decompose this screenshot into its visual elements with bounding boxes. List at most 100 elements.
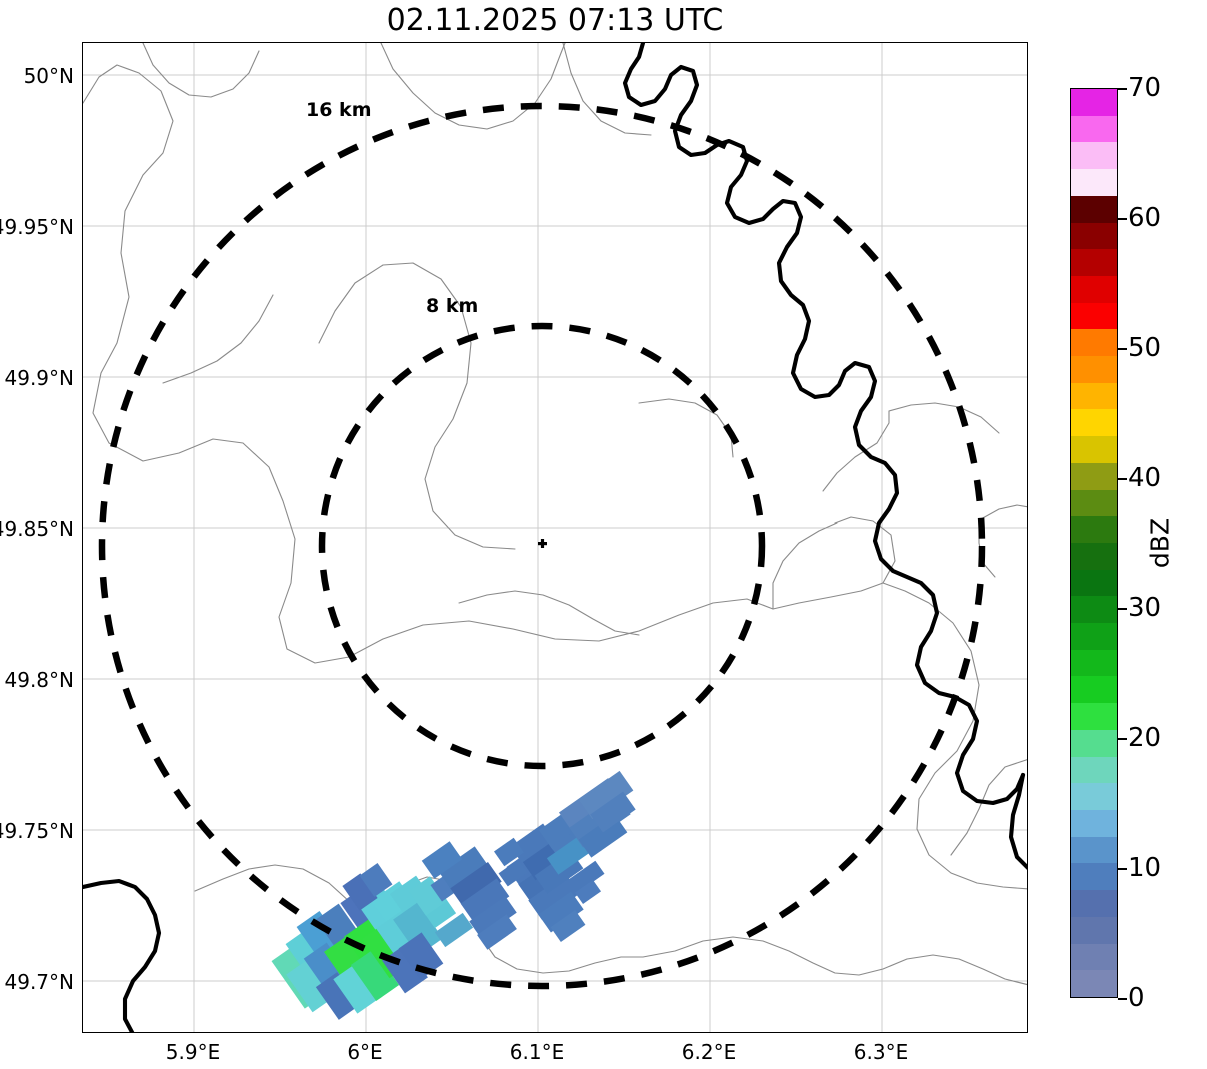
range-ring-8km xyxy=(318,322,766,770)
radar-echo-cell xyxy=(578,770,634,820)
colorbar-title: dBZ xyxy=(1145,517,1175,569)
colorbar-tickmark xyxy=(1118,738,1127,740)
colorbar-band xyxy=(1071,169,1117,196)
colorbar-band xyxy=(1071,516,1117,543)
radar-map-canvas xyxy=(83,43,1027,1032)
colorbar-band xyxy=(1071,863,1117,891)
colorbar-tickmark xyxy=(1118,88,1127,90)
radar-echo-cell xyxy=(550,910,586,942)
radar-echo-cell xyxy=(286,959,334,1013)
xtick-label: 6.3°E xyxy=(853,1040,909,1064)
colorbar[interactable] xyxy=(1070,88,1118,998)
radar-echo-cell xyxy=(408,876,448,916)
colorbar-band xyxy=(1071,329,1117,357)
radar-echo-cell xyxy=(359,863,393,897)
colorbar-band xyxy=(1071,729,1117,757)
colorbar-band xyxy=(1071,703,1117,730)
colorbar-band xyxy=(1071,756,1117,784)
colorbar-band xyxy=(1071,195,1117,223)
colorbar-band xyxy=(1071,649,1117,677)
colorbar-tickmark xyxy=(1118,868,1127,870)
colorbar-band xyxy=(1071,890,1117,917)
xtick-label: 6.1°E xyxy=(509,1040,565,1064)
colorbar-band xyxy=(1071,249,1117,276)
xtick-label: 6°E xyxy=(347,1040,383,1064)
colorbar-band xyxy=(1071,436,1117,463)
ytick-label: 49.8°N xyxy=(4,668,75,692)
colorbar-band xyxy=(1071,89,1117,116)
radar-site-marker xyxy=(538,539,547,548)
colorbar-band xyxy=(1071,596,1117,624)
radar-echo-cell xyxy=(398,932,444,980)
radar-echo-cell xyxy=(342,873,378,911)
colorbar-band xyxy=(1071,115,1117,143)
colorbar-band xyxy=(1071,916,1117,944)
colorbar-band xyxy=(1071,356,1117,383)
colorbar-band xyxy=(1071,783,1117,810)
colorbar-band xyxy=(1071,462,1117,490)
colorbar-ticklabel: 60 xyxy=(1128,203,1162,233)
colorbar-tickmark xyxy=(1118,348,1127,350)
colorbar-band xyxy=(1071,943,1117,971)
colorbar-band xyxy=(1071,970,1117,997)
ytick-label: 49.7°N xyxy=(4,970,75,994)
colorbar-band xyxy=(1071,569,1117,597)
colorbar-band xyxy=(1071,142,1117,170)
range-ring-label-8km: 8 km xyxy=(426,295,479,317)
colorbar-band xyxy=(1071,489,1117,517)
colorbar-ticklabel: 50 xyxy=(1128,333,1162,363)
colorbar-band xyxy=(1071,302,1117,330)
ytick-label: 49.95°N xyxy=(0,215,74,239)
map-gridlines xyxy=(83,43,1027,1032)
radar-echo-cell xyxy=(477,914,517,950)
ytick-label: 49.85°N xyxy=(0,517,74,541)
radar-echo-cell xyxy=(578,814,628,858)
xtick-label: 6.2°E xyxy=(681,1040,737,1064)
colorbar-band xyxy=(1071,623,1117,650)
radar-echo-cell xyxy=(494,837,524,867)
radar-echo-cell xyxy=(528,873,580,921)
radar-echo-cell xyxy=(460,878,510,922)
range-rings xyxy=(98,102,986,990)
range-ring-label-16km: 16 km xyxy=(306,99,372,121)
ytick-label: 49.9°N xyxy=(4,366,75,390)
radar-echo-cell xyxy=(421,841,463,879)
radar-echo-cell xyxy=(350,948,400,1002)
xtick-label: 5.9°E xyxy=(165,1040,221,1064)
colorbar-tickmark xyxy=(1118,218,1127,220)
colorbar-tickmark xyxy=(1118,478,1127,480)
radar-echo-cell xyxy=(546,835,592,875)
range-ring-16km xyxy=(98,102,986,990)
radar-echo-cell xyxy=(450,861,502,909)
colorbar-band xyxy=(1071,836,1117,864)
radar-echo-cell xyxy=(438,846,488,890)
colorbar-ticklabel: 20 xyxy=(1128,723,1162,753)
colorbar-band xyxy=(1071,809,1117,837)
colorbar-ticklabel: 0 xyxy=(1128,983,1145,1013)
colorbar-tickmark xyxy=(1118,998,1127,1000)
radar-echo-cell xyxy=(538,891,584,933)
colorbar-band xyxy=(1071,275,1117,303)
colorbar-band xyxy=(1071,676,1117,704)
ytick-label: 49.75°N xyxy=(0,819,74,843)
radar-echo-cell xyxy=(567,860,605,894)
radar-echo-cell xyxy=(469,896,517,938)
radar-map-axes[interactable] xyxy=(82,42,1028,1033)
radar-echo-cell xyxy=(333,964,379,1014)
radar-echo-cell xyxy=(498,859,528,887)
page-title: 02.11.2025 07:13 UTC xyxy=(386,3,724,38)
colorbar-ticklabel: 70 xyxy=(1128,73,1162,103)
colorbar-band xyxy=(1071,382,1117,410)
colorbar-band xyxy=(1071,542,1117,570)
radar-echo-cell xyxy=(393,902,443,956)
colorbar-ticklabel: 30 xyxy=(1128,593,1162,623)
colorbar-band xyxy=(1071,409,1117,437)
radar-echo-cell xyxy=(574,879,602,905)
radar-echo-cell xyxy=(315,972,361,1020)
colorbar-band xyxy=(1071,222,1117,250)
ytick-label: 50°N xyxy=(23,64,74,88)
colorbar-ticklabel: 10 xyxy=(1128,853,1162,883)
radar-echo-cell xyxy=(434,912,474,948)
colorbar-tickmark xyxy=(1118,608,1127,610)
colorbar-ticklabel: 40 xyxy=(1128,463,1162,493)
